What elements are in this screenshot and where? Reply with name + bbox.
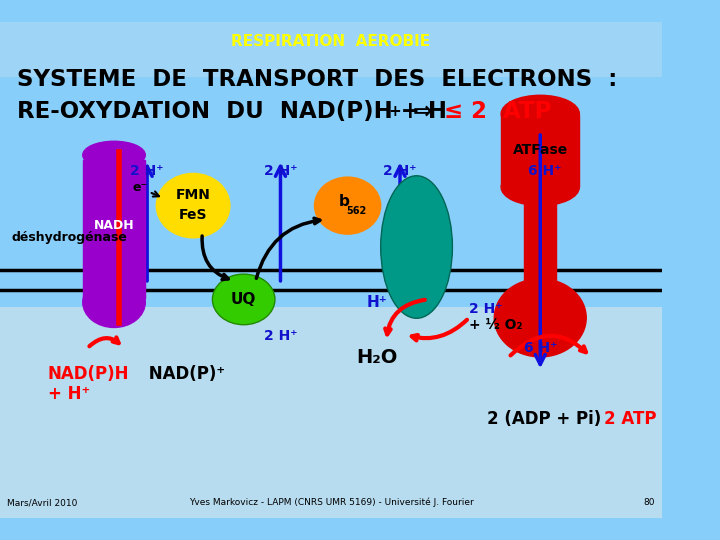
Text: Yves Markovicz - LAPM (CNRS UMR 5169) - Université J. Fourier: Yves Markovicz - LAPM (CNRS UMR 5169) - … (189, 498, 474, 507)
Bar (501, 114, 580, 187)
Text: 2 H⁺: 2 H⁺ (130, 164, 164, 178)
Text: 6 H⁺: 6 H⁺ (523, 341, 557, 355)
Text: + ½ O₂: + ½ O₂ (469, 318, 523, 332)
Ellipse shape (212, 274, 275, 325)
Text: ⇒: ⇒ (405, 100, 440, 123)
Text: + H⁺: + H⁺ (48, 385, 90, 403)
Text: e⁻: e⁻ (132, 181, 148, 194)
Ellipse shape (156, 173, 230, 238)
Bar (524, 123, 557, 293)
Text: 2 H⁺: 2 H⁺ (383, 164, 417, 178)
Text: 2 ATP: 2 ATP (604, 410, 657, 428)
Bar (0, 22, 662, 77)
Ellipse shape (501, 95, 580, 132)
Text: 2 (ADP + Pi): 2 (ADP + Pi) (487, 410, 602, 428)
Text: 80: 80 (643, 498, 654, 507)
Text: ≤ 2  ATP: ≤ 2 ATP (444, 100, 552, 123)
Bar (0, 22, 662, 307)
Ellipse shape (83, 141, 145, 169)
Text: SYSTEME  DE  TRANSPORT  DES  ELECTRONS  :: SYSTEME DE TRANSPORT DES ELECTRONS : (17, 68, 617, 91)
Ellipse shape (83, 277, 145, 327)
Text: 2 H⁺: 2 H⁺ (264, 329, 297, 343)
Text: 2 H⁺: 2 H⁺ (469, 302, 503, 315)
Text: 6 H⁺: 6 H⁺ (528, 164, 561, 178)
Text: NAD(P)H: NAD(P)H (48, 365, 130, 383)
Text: H⁺: H⁺ (366, 295, 387, 309)
Text: RE-OXYDATION  DU  NAD(P)H + H: RE-OXYDATION DU NAD(P)H + H (17, 100, 446, 123)
Text: +: + (388, 104, 401, 119)
Text: RESPIRATION  AEROBIE: RESPIRATION AEROBIE (232, 33, 431, 49)
Ellipse shape (494, 279, 586, 357)
Text: ATFase: ATFase (513, 144, 568, 158)
Text: FMN: FMN (176, 187, 210, 201)
Text: b: b (338, 194, 349, 210)
Ellipse shape (381, 176, 452, 318)
Text: FeS: FeS (179, 208, 207, 222)
Text: NADH: NADH (94, 219, 135, 232)
Text: déshydrogénase: déshydrogénase (11, 231, 127, 244)
Text: H₂O: H₂O (356, 348, 397, 367)
Ellipse shape (315, 177, 381, 234)
Bar (83, 160, 145, 298)
Bar (0, 307, 662, 518)
Text: NAD(P)⁺: NAD(P)⁺ (143, 365, 225, 383)
Ellipse shape (501, 169, 580, 206)
Text: Mars/Avril 2010: Mars/Avril 2010 (7, 498, 78, 507)
Text: 2 H⁺: 2 H⁺ (264, 164, 297, 178)
Text: UQ: UQ (231, 292, 256, 307)
Text: 562: 562 (346, 206, 367, 216)
